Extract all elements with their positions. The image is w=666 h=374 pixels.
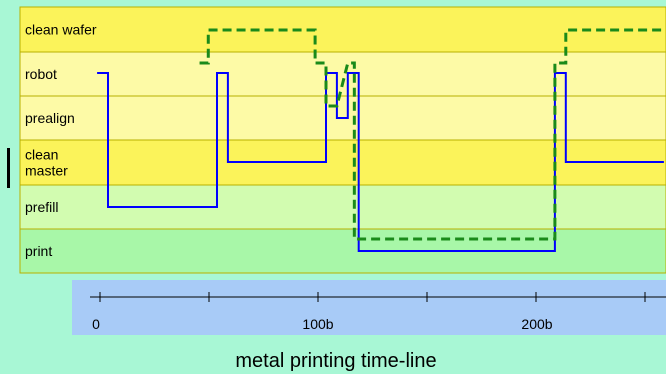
timeline-caption: metal printing time-line — [235, 350, 436, 372]
lane-label-prealign: prealign — [25, 110, 75, 126]
tick-label: 100b — [302, 316, 333, 332]
axis-band — [72, 280, 666, 335]
lane-label-clean-master: master — [25, 163, 68, 179]
lane-label-clean-wafer: clean wafer — [25, 22, 97, 38]
wafer-trace — [97, 72, 664, 252]
lane-robot — [19, 51, 666, 97]
lane-label-print: print — [25, 243, 52, 259]
master-trace — [199, 28, 666, 241]
lane-label-prefill: prefill — [25, 199, 58, 215]
time-axis: 0 100b 200b — [90, 292, 666, 332]
lane-label-clean-master: clean — [25, 147, 58, 163]
lane-clean-master — [19, 139, 666, 186]
lane-label-robot: robot — [25, 66, 57, 82]
tick-label: 0 — [92, 316, 100, 332]
lane-print — [19, 228, 666, 274]
left-marker-bar — [7, 148, 10, 188]
tick-label: 200b — [521, 316, 552, 332]
lane-clean-wafer — [19, 6, 666, 53]
